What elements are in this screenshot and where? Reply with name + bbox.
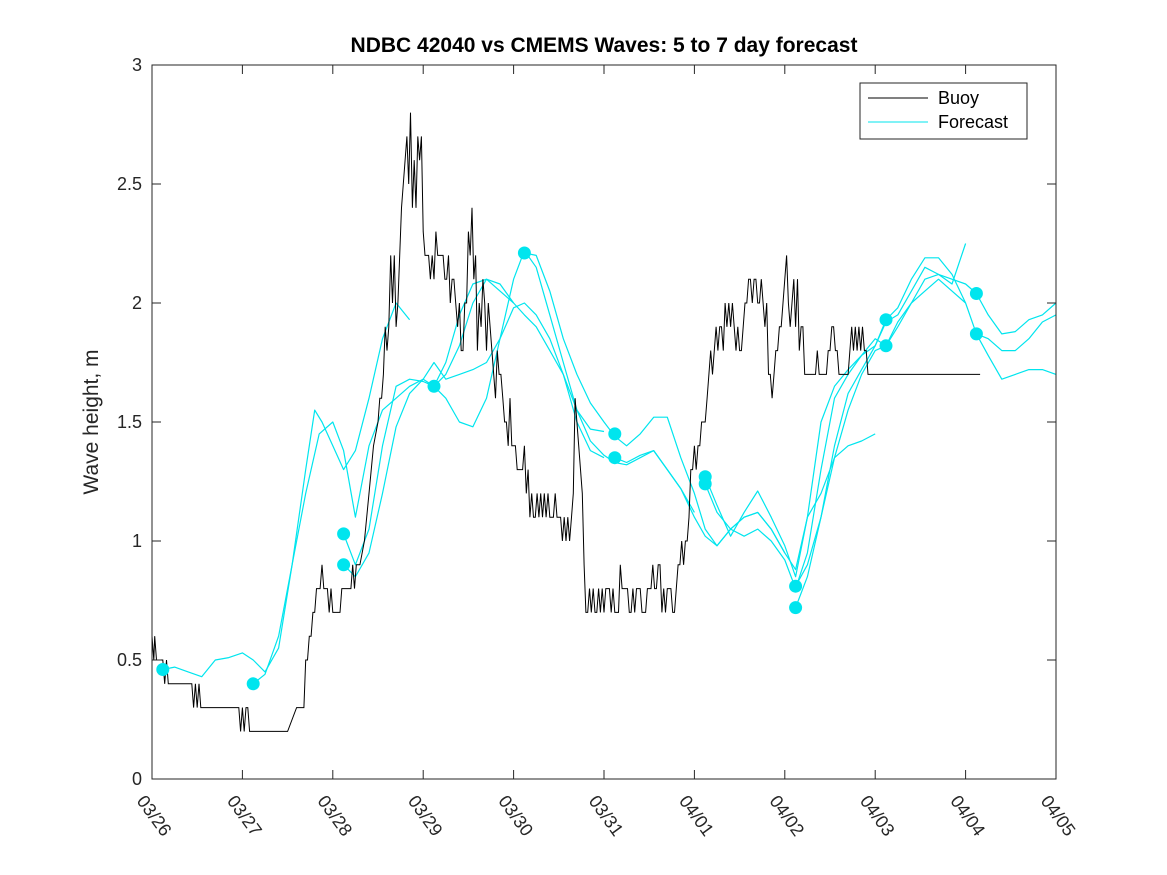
- y-tick-label-3: 1.5: [117, 412, 142, 432]
- forecast-start-marker-13: [879, 313, 893, 327]
- marker-layer: [156, 246, 983, 691]
- forecast-line-5: [433, 278, 695, 513]
- forecast-start-marker-8: [608, 451, 622, 465]
- forecast-start-marker-11: [789, 579, 803, 593]
- chart-title: NDBC 42040 vs CMEMS Waves: 5 to 7 day fo…: [351, 34, 858, 57]
- forecast-line-3: [343, 250, 605, 566]
- forecast-start-marker-15: [969, 287, 983, 300]
- forecast-start-marker-6: [517, 246, 531, 260]
- legend-buoy-label: Buoy: [938, 88, 979, 108]
- forecast-line-12: [976, 314, 1057, 352]
- y-axis-label: Wave height, m: [80, 349, 103, 494]
- forecast-start-marker-3: [337, 527, 351, 541]
- forecast-start-marker-4: [337, 558, 351, 572]
- forecast-start-marker-7: [608, 427, 622, 441]
- y-tick-label-1: 0.5: [117, 650, 142, 670]
- series-layer: [151, 112, 1057, 732]
- y-tick-label-4: 2: [132, 293, 142, 313]
- forecast-line-8: [704, 243, 967, 578]
- forecast-line-11: [795, 273, 1057, 608]
- forecast-start-marker-16: [969, 327, 983, 341]
- forecast-line-10: [795, 257, 1057, 587]
- forecast-line-4: [343, 302, 605, 578]
- y-tick-label-6: 3: [132, 55, 142, 75]
- legend-forecast-label: Forecast: [938, 112, 1008, 132]
- forecast-line-2: [252, 278, 514, 685]
- legend-box: [859, 82, 1028, 140]
- forecast-start-marker-12: [789, 601, 803, 615]
- forecast-line-9: [704, 278, 966, 590]
- y-tick-label-5: 2.5: [117, 174, 142, 194]
- forecast-start-marker-1: [156, 663, 170, 676]
- y-tick-label-0: 0: [132, 769, 142, 789]
- buoy-line: [151, 112, 981, 732]
- legend: Buoy Forecast: [859, 82, 1028, 140]
- forecast-start-marker-14: [879, 339, 893, 353]
- forecast-start-marker-2: [246, 677, 260, 691]
- forecast-start-marker-10: [698, 477, 712, 491]
- forecast-start-marker-5: [427, 379, 441, 393]
- y-tick-label-2: 1: [132, 531, 142, 551]
